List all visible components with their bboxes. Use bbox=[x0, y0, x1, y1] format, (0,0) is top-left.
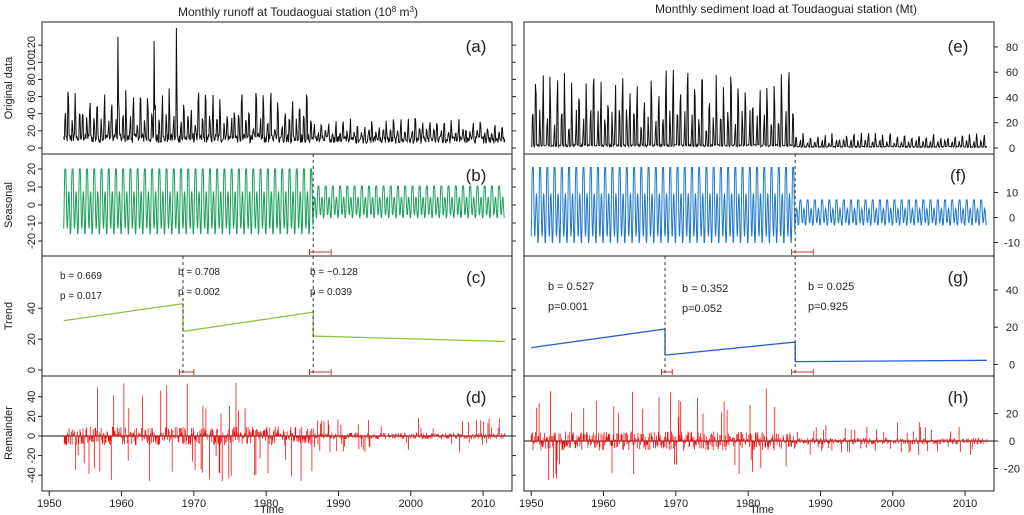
left-remainder-y-tick-label-0: 0 bbox=[26, 433, 38, 439]
right-seasonal-series-line bbox=[530, 167, 987, 243]
right-remainder-y-tick-label-20: 20 bbox=[1006, 409, 1018, 421]
right-original-y-tick-label-60: 60 bbox=[1006, 67, 1018, 79]
left-trend-y-tick-label-0: 0 bbox=[26, 367, 38, 373]
panel-label-b: (b) bbox=[466, 166, 487, 185]
ylabel-trend: Trend bbox=[3, 302, 15, 330]
right-x-tick-label-2010: 2010 bbox=[953, 498, 977, 510]
right-x-tick-label-1960: 1960 bbox=[591, 498, 615, 510]
left-x-tick-label-1970: 1970 bbox=[182, 498, 206, 510]
left-x-tick-label-1990: 1990 bbox=[326, 498, 350, 510]
left-original-y-tick-label-40: 40 bbox=[26, 108, 38, 120]
right-trend-segment-3 bbox=[795, 359, 987, 363]
left-x-tick-label-1950: 1950 bbox=[37, 498, 61, 510]
left-trend-segment-3 bbox=[313, 335, 505, 343]
left-trend-segment-1 bbox=[63, 303, 184, 322]
right-remainder-y-tick-label-0: 0 bbox=[1009, 436, 1015, 448]
left-remainder-y-tick-label--40: -40 bbox=[26, 467, 38, 483]
right-original-y-tick-label-0: 0 bbox=[1009, 143, 1015, 155]
xlabel-left: Time bbox=[260, 504, 284, 515]
left-original-y-tick-label-60: 60 bbox=[26, 90, 38, 102]
left-remainder-y-tick-label-40: 40 bbox=[26, 391, 38, 403]
left-seasonal-y-tick-label-0: 0 bbox=[26, 202, 38, 208]
left-trend-y-tick-label-40: 40 bbox=[26, 302, 38, 314]
left-x-tick-label-2010: 2010 bbox=[471, 498, 495, 510]
left-remainder-bars bbox=[63, 383, 506, 482]
right-trend-y-tick-label-20: 20 bbox=[1006, 322, 1018, 334]
right-seasonal-y-tick-label-0: 0 bbox=[1009, 213, 1015, 225]
left-x-tick-label-2000: 2000 bbox=[399, 498, 423, 510]
left-trend-y-tick-label-20: 20 bbox=[26, 333, 38, 345]
right-x-tick-label-1980: 1980 bbox=[736, 498, 760, 510]
right-trend-segment-1 bbox=[531, 328, 666, 349]
left-seasonal-y-tick-label-20: 20 bbox=[26, 163, 38, 175]
left-seasonal-y-tick-label--20: -20 bbox=[26, 233, 38, 249]
panel-c-frame bbox=[41, 255, 513, 377]
left-original-y-tick-label-20: 20 bbox=[26, 125, 38, 137]
left-original-y-tick-label-120: 120 bbox=[26, 36, 38, 54]
panel-label-a: (a) bbox=[466, 37, 487, 56]
annotation-c-p3: p = 0.039 bbox=[310, 287, 352, 298]
annotation-g-p1: p=0.001 bbox=[548, 301, 588, 313]
xlabel-right: Time bbox=[750, 504, 774, 515]
left-x-tick-label-1980: 1980 bbox=[254, 498, 278, 510]
right-remainder-y-tick-label--20: -20 bbox=[1004, 464, 1020, 476]
right-x-tick-label-2000: 2000 bbox=[881, 498, 905, 510]
left-remainder-y-tick-label--20: -20 bbox=[26, 448, 38, 464]
left-original-y-tick-label-0: 0 bbox=[26, 145, 38, 151]
right-original-series-line bbox=[530, 69, 988, 149]
annotation-c-b2: b = 0.708 bbox=[178, 267, 220, 278]
left-original-y-tick-label-80: 80 bbox=[26, 73, 38, 85]
left-seasonal-y-tick-label-10: 10 bbox=[26, 181, 38, 193]
panel-label-f: (f) bbox=[950, 166, 966, 185]
panel-h-frame bbox=[523, 375, 995, 492]
annotation-c-p1: p = 0.017 bbox=[60, 291, 102, 302]
right-remainder-bars bbox=[530, 388, 988, 481]
right-x-tick-label-1990: 1990 bbox=[808, 498, 832, 510]
panel-g-frame bbox=[523, 255, 995, 377]
right-seasonal-y-tick-label--10: -10 bbox=[1004, 238, 1020, 250]
left-seasonal-series-line bbox=[63, 168, 505, 235]
panel-label-h: (h) bbox=[948, 388, 969, 407]
right-original-y-tick-label-40: 40 bbox=[1006, 92, 1018, 104]
right-original-y-tick-label-20: 20 bbox=[1006, 118, 1018, 130]
panel-label-d: (d) bbox=[466, 388, 487, 407]
annotation-g-p3: p=0.925 bbox=[808, 301, 848, 313]
annotation-c-b1: b = 0.669 bbox=[60, 271, 102, 282]
right-figure-title: Monthly sediment load at Toudaoguai stat… bbox=[655, 2, 917, 16]
annotation-g-b2: b = 0.352 bbox=[682, 283, 728, 295]
ylabel-remainder: Remainder bbox=[3, 406, 15, 460]
panel-label-g: (g) bbox=[948, 268, 969, 287]
panel-d-frame bbox=[41, 375, 513, 492]
annotation-c-b3: b = −0.128 bbox=[310, 267, 358, 278]
annotation-c-p2: p = 0.002 bbox=[178, 287, 220, 298]
right-x-tick-label-1950: 1950 bbox=[519, 498, 543, 510]
left-remainder-y-tick-label-20: 20 bbox=[26, 410, 38, 422]
left-original-series-line bbox=[63, 27, 506, 145]
right-seasonal-y-tick-label-10: 10 bbox=[1006, 188, 1018, 200]
right-trend-segment-2 bbox=[664, 341, 796, 356]
right-trend-y-tick-label-40: 40 bbox=[1006, 285, 1018, 297]
panel-label-e: (e) bbox=[948, 37, 969, 56]
panel-label-c: (c) bbox=[466, 268, 486, 287]
left-x-tick-label-1960: 1960 bbox=[109, 498, 133, 510]
annotation-g-p2: p=0.052 bbox=[682, 303, 722, 315]
annotation-g-b3: b = 0.025 bbox=[808, 281, 854, 293]
right-x-tick-label-1970: 1970 bbox=[664, 498, 688, 510]
ylabel-original: Original data bbox=[3, 56, 15, 119]
left-figure-title: Monthly runoff at Toudaoguai station (10… bbox=[178, 5, 418, 19]
left-trend-segment-2 bbox=[182, 311, 314, 333]
annotation-g-b1: b = 0.527 bbox=[548, 281, 594, 293]
right-original-y-tick-label-80: 80 bbox=[1006, 42, 1018, 54]
ylabel-seasonal: Seasonal bbox=[3, 182, 15, 228]
left-original-y-tick-label-100: 100 bbox=[26, 53, 38, 71]
left-seasonal-y-tick-label--10: -10 bbox=[26, 215, 38, 231]
right-trend-y-tick-label-0: 0 bbox=[1009, 359, 1015, 371]
